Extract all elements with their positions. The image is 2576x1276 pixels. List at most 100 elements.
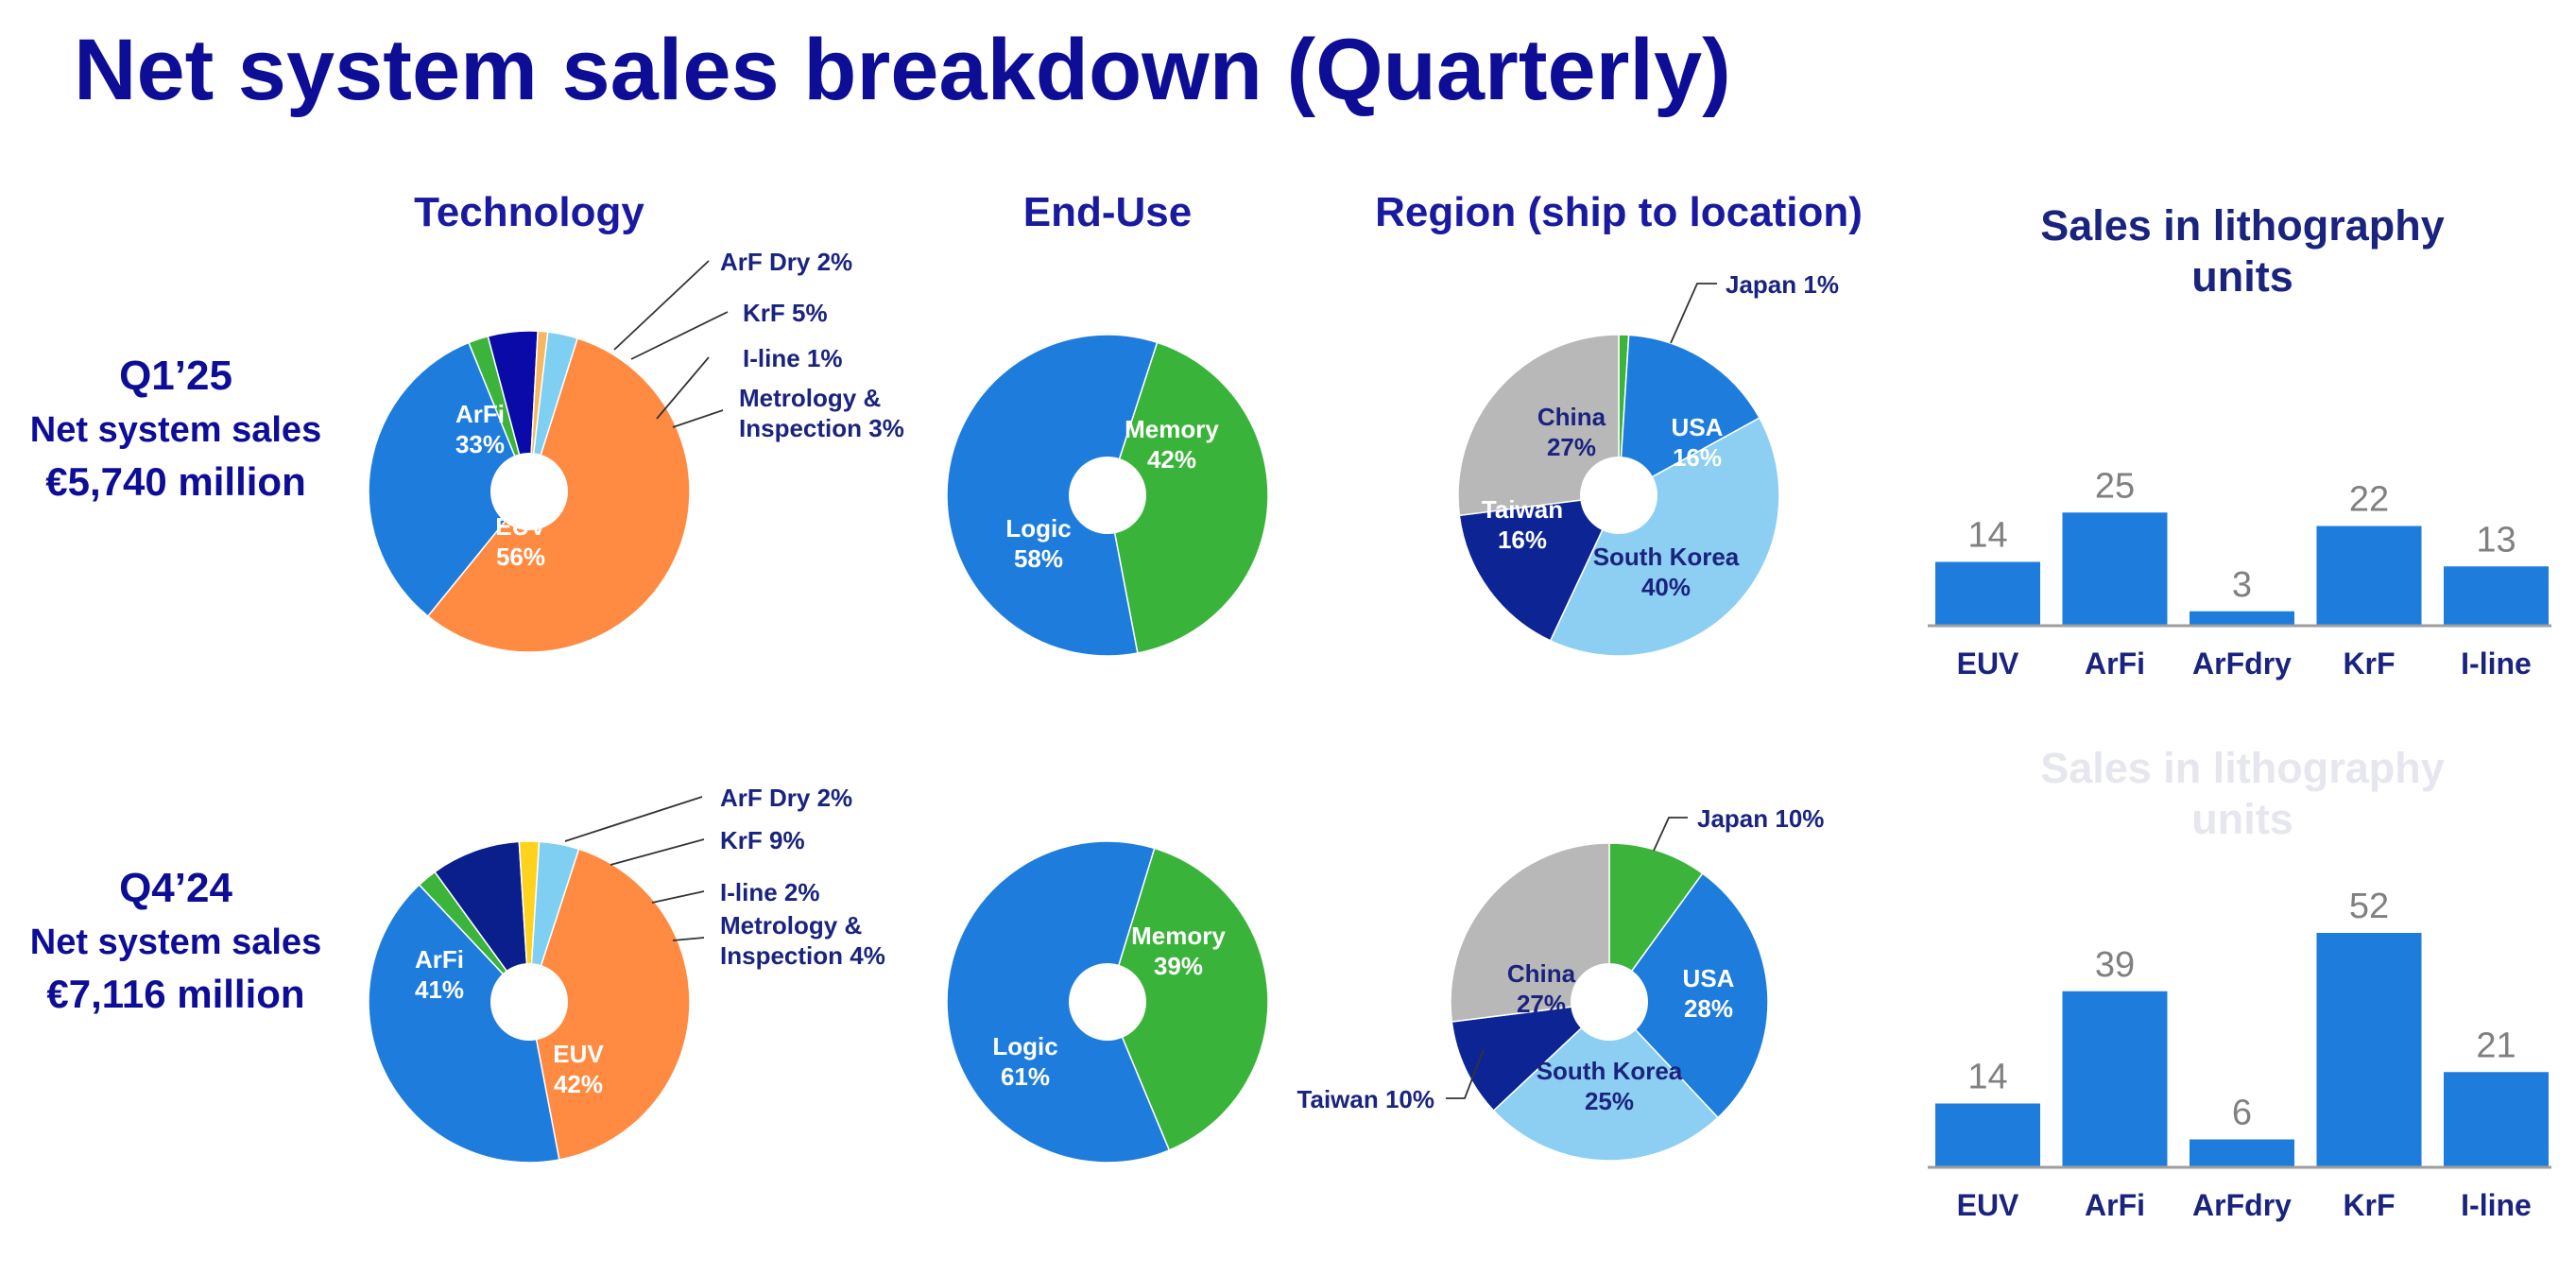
- pie-label-value: 56%: [496, 543, 545, 571]
- bar-category-label: EUV: [1957, 1188, 2019, 1222]
- callout-label-metrology-and-inspection-2: Inspection 3%: [739, 414, 904, 442]
- pie-slice-japan: [1608, 842, 1704, 1005]
- pie-label-name: Memory: [1131, 922, 1226, 950]
- bar-value-label: 25: [2095, 466, 2135, 506]
- bar-arfdry: [2190, 611, 2294, 625]
- bar-value-label: 3: [2232, 565, 2252, 605]
- callout-line-arf-dry: [564, 796, 703, 842]
- pie-hole: [1580, 457, 1657, 534]
- page-title: Net system sales breakdown (Quarterly): [74, 22, 1731, 118]
- callout-line-japan: [1670, 283, 1717, 344]
- pie-slice-memory: [1107, 341, 1269, 654]
- pie-slice-memory: [1107, 847, 1269, 1151]
- callout-label-metrology-and-inspection: Metrology &: [720, 911, 862, 940]
- pie-label-name: Memory: [1125, 415, 1219, 443]
- quarter-name: Q1’25: [119, 353, 232, 399]
- pie-region-ship-to-location-q4-24: [1446, 817, 1769, 1162]
- callout-label-i-line: I-line 2%: [720, 878, 819, 906]
- header-end-use: End-Use: [1022, 189, 1193, 235]
- bar-value-label: 14: [1967, 1058, 2007, 1097]
- pie-label-value: 16%: [1673, 443, 1722, 472]
- callout-line-krf: [630, 311, 729, 360]
- bar-i-line: [2444, 566, 2549, 625]
- callout-label-japan: Japan 10%: [1697, 804, 1824, 833]
- pie-end-use-q1-25: [946, 334, 1269, 657]
- bar-i-line: [2444, 1072, 2549, 1166]
- quarter-subtitle: Net system sales: [29, 410, 322, 450]
- pie-label-value: 40%: [1641, 573, 1691, 601]
- pie-label-value: 39%: [1154, 952, 1203, 980]
- callout-label-metrology-and-inspection: Metrology &: [739, 384, 881, 412]
- pie-label-name: USA: [1683, 964, 1735, 992]
- callout-label-krf: KrF 9%: [720, 826, 805, 854]
- callout-label-japan: Japan 1%: [1726, 270, 1839, 299]
- bar-category-label: EUV: [1957, 647, 2019, 681]
- bar-category-label: ArFi: [2085, 647, 2145, 681]
- pie-slice-china: [1450, 842, 1610, 1023]
- bar-euv: [1935, 1103, 2040, 1166]
- callout-line-metrology-and-inspection: [672, 937, 705, 941]
- pie-label-value: 58%: [1014, 544, 1063, 573]
- litho-title-line2: units: [2191, 252, 2293, 301]
- pie-slice-arfi: [368, 884, 560, 1164]
- pie-slice-metrology-and-inspection: [528, 840, 580, 1003]
- pie-label-value: 28%: [1684, 994, 1733, 1023]
- bar-category-label: KrF: [2343, 647, 2395, 681]
- quarter-value: €7,116 million: [46, 972, 305, 1016]
- callout-label-i-line: I-line 1%: [743, 344, 842, 372]
- bar-chart-litho-units-q1-25: [1928, 512, 2551, 628]
- callout-line-japan: [1653, 817, 1688, 852]
- bar-value-label: 21: [2476, 1026, 2516, 1065]
- pie-label-value: 61%: [1001, 1062, 1050, 1091]
- callout-label-arf-dry: ArF Dry 2%: [720, 248, 852, 276]
- header-technology: Technology: [414, 189, 644, 235]
- bar-category-label: I-line: [2461, 647, 2532, 681]
- callout-line-i-line: [656, 356, 710, 420]
- pie-label-value: 27%: [1547, 433, 1596, 461]
- pie-slice-krf: [434, 840, 530, 1005]
- header-litho-units-q4: Sales in lithography units: [1978, 743, 2507, 845]
- bar-category-label: ArFdry: [2192, 647, 2292, 681]
- pie-label-value: 42%: [1147, 445, 1196, 474]
- bar-euv: [1935, 561, 2040, 625]
- pie-label-value: 16%: [1498, 526, 1547, 554]
- quarter-label-q4: Q4’24 Net system sales €7,116 million: [0, 860, 374, 1021]
- bar-category-label: ArFdry: [2192, 1188, 2292, 1222]
- bar-value-label: 14: [1967, 516, 2007, 556]
- bar-chart-litho-units-q4-24: [1928, 933, 2551, 1169]
- bar-arfi: [2062, 512, 2168, 625]
- pie-slice-south-korea: [1549, 417, 1780, 657]
- callout-label-krf: KrF 5%: [743, 299, 828, 327]
- pie-slice-arfi: [368, 341, 530, 617]
- pie-hole: [1069, 963, 1146, 1041]
- callout-line-taiwan: [1446, 1048, 1485, 1099]
- pie-label-value: 27%: [1517, 990, 1566, 1018]
- pie-label-name: Logic: [992, 1032, 1057, 1060]
- litho-title-line1: Sales in lithography: [2040, 201, 2445, 250]
- callout-line-arf-dry: [613, 260, 710, 351]
- pie-slice-usa: [1608, 872, 1769, 1119]
- callout-line-metrology-and-inspection: [672, 409, 724, 428]
- bar-value-label: 13: [2476, 520, 2516, 560]
- litho-title-line1-ghost: Sales in lithography: [2040, 744, 2445, 792]
- bar-arfi: [2062, 991, 2168, 1166]
- quarter-subtitle: Net system sales: [29, 923, 322, 962]
- pie-label-name: ArFi: [415, 945, 464, 974]
- pie-slice-china: [1457, 334, 1620, 517]
- bar-category-label: KrF: [2343, 1188, 2395, 1222]
- bar-value-label: 22: [2349, 480, 2389, 520]
- callout-label-arf-dry: ArF Dry 2%: [720, 784, 852, 812]
- pie-label-name: EUV: [553, 1040, 604, 1068]
- callout-line-krf: [610, 838, 705, 866]
- pie-hole: [1571, 963, 1648, 1041]
- pie-label-name: Logic: [1005, 514, 1071, 543]
- pie-hole: [490, 963, 568, 1041]
- pie-slice-logic: [946, 840, 1171, 1164]
- quarter-label-q1: Q1’25 Net system sales €5,740 million: [0, 348, 374, 509]
- pie-label-value: 41%: [415, 975, 464, 1004]
- quarter-name: Q4’24: [119, 865, 232, 911]
- pie-slice-euv: [528, 848, 691, 1161]
- pie-technology-q4-24: [368, 796, 705, 1164]
- pie-label-name: ArFi: [455, 400, 505, 428]
- pie-label-value: 25%: [1585, 1087, 1634, 1115]
